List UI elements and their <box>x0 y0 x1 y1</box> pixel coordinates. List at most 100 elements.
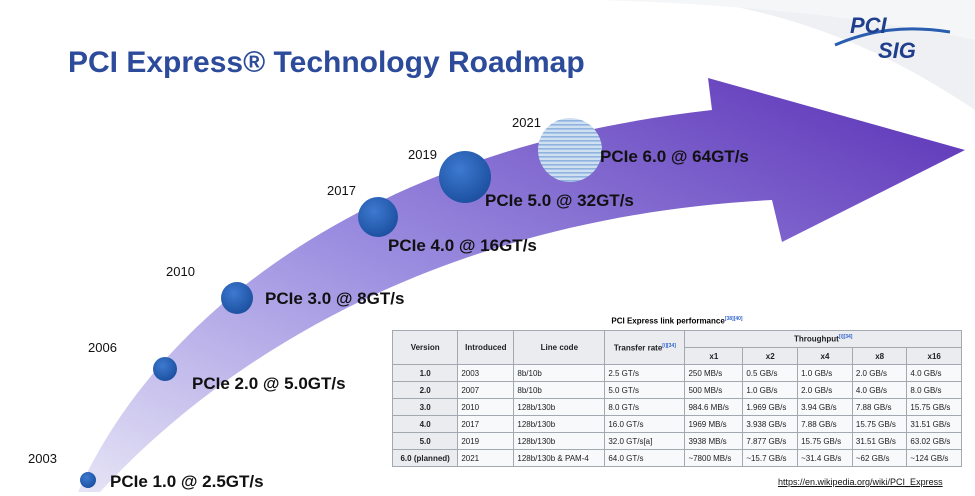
header-text: Line code <box>540 343 579 352</box>
milestone-year: 2003 <box>28 451 57 466</box>
version-cell: 6.0 (planned) <box>391 449 459 467</box>
milestone-dot <box>221 282 253 314</box>
table-cell: 64.0 GT/s <box>604 449 686 467</box>
lane-header: x8 <box>851 347 908 365</box>
milestone-year: 2006 <box>88 340 117 355</box>
table-cell: 31.51 GB/s <box>851 432 908 450</box>
table-row: 1.0 2003 8b/10b 2.5 GT/s 250 MB/s 0.5 GB/s 1.0… <box>391 364 962 382</box>
table-cell: 1969 MB/s <box>684 415 744 433</box>
logo: PCI SIG <box>834 13 951 63</box>
table-cell: 128b/130b <box>513 398 606 416</box>
table-cell: ~31.4 GB/s <box>797 449 853 467</box>
table-cell: 250 MB/s <box>684 364 744 382</box>
table-cell: 3.94 GB/s <box>797 398 853 416</box>
logo-swoosh <box>834 27 951 47</box>
milestone-year: 2019 <box>408 147 437 162</box>
milestone-dot <box>80 472 96 488</box>
milestone-dot <box>439 151 491 203</box>
milestone-label: PCIe 2.0 @ 5.0GT/s <box>192 374 346 393</box>
logo-text: PCI <box>850 13 888 38</box>
title: PCI Express® Technology Roadmap <box>68 46 585 79</box>
table-cell: 128b/130b <box>513 415 606 433</box>
table-row: 3.0 2010 128b/130b 8.0 GT/s 984.6 MB/s 1.969 … <box>391 398 962 416</box>
table-cell: 15.75 GB/s <box>851 415 908 433</box>
table-cell: 8b/10b <box>513 364 606 382</box>
milestone-label: PCIe 5.0 @ 32GT/s <box>485 191 634 210</box>
header-text: Introduced <box>465 343 507 352</box>
header-text: PCI Express link performance <box>611 316 725 326</box>
version-cell: 1.0 <box>391 364 459 382</box>
table-row: 2.0 2007 8b/10b 5.0 GT/s 500 MB/s 1.0 GB/s 2.0… <box>391 381 962 399</box>
table-cell: 31.51 GB/s <box>906 415 962 433</box>
table-cell: 500 MB/s <box>684 381 744 399</box>
table-cell: 8.0 GT/s <box>604 398 686 416</box>
background-shape <box>600 0 975 40</box>
table-caption: PCI Express link performance[38][40] <box>392 316 962 330</box>
table-cell: 3938 MB/s <box>684 432 744 450</box>
version-cell: 5.0 <box>391 432 459 450</box>
table-cell: 2.5 GT/s <box>604 364 686 382</box>
version-cell: 3.0 <box>391 398 459 416</box>
lane-header: x4 <box>797 347 853 365</box>
milestone-label: PCIe 4.0 @ 16GT/s <box>388 236 537 255</box>
table-cell: ~62 GB/s <box>851 449 908 467</box>
table-cell: 15.75 GB/s <box>906 398 962 416</box>
table-cell: 8b/10b <box>513 381 606 399</box>
table-cell: 2010 <box>457 398 515 416</box>
milestone-dot <box>153 357 177 381</box>
column-header: Transfer rate[i][34] <box>604 330 686 365</box>
header-row: x1 x2 x4 x8 x16 <box>393 347 962 365</box>
table-cell: 128b/130b <box>513 432 606 450</box>
table-cell: 2019 <box>457 432 515 450</box>
table-cell: 2007 <box>457 381 515 399</box>
table-row: 6.0 (planned) 2021 128b/130b & PAM-4 64.0 G… <box>391 449 962 467</box>
table-cell: 1.0 GB/s <box>797 364 853 382</box>
table-cell: 4.0 GB/s <box>851 381 908 399</box>
roadmap-arrow <box>78 78 965 492</box>
table-cell: 7.88 GB/s <box>851 398 908 416</box>
table-cell: 3.938 GB/s <box>742 415 799 433</box>
table-cell: 8.0 GB/s <box>906 381 962 399</box>
table-cell: 7.877 GB/s <box>742 432 799 450</box>
table-cell: 4.0 GB/s <box>906 364 962 382</box>
lane-header: x1 <box>684 347 744 365</box>
milestone-year: 2010 <box>166 264 195 279</box>
table-cell: ~7800 MB/s <box>684 449 744 467</box>
table-row: 4.0 2017 128b/130b 16.0 GT/s 1969 MB/s 3.938 … <box>391 415 962 433</box>
milestone-year: 2021 <box>512 115 541 130</box>
header-text: Transfer rate <box>613 343 663 353</box>
table-cell: 2.0 GB/s <box>797 381 853 399</box>
milestone-dot <box>358 197 398 237</box>
version-cell: 2.0 <box>391 381 459 399</box>
logo-text: SIG <box>878 38 916 63</box>
milestone-dot <box>538 118 602 182</box>
table-cell: 128b/130b & PAM-4 <box>513 449 606 467</box>
table-cell: 16.0 GT/s <box>604 415 686 433</box>
table-cell: 15.75 GB/s <box>797 432 853 450</box>
table-cell: 2003 <box>457 364 515 382</box>
milestone-label: PCIe 3.0 @ 8GT/s <box>265 289 404 308</box>
table-cell: 63.02 GB/s <box>906 432 962 450</box>
footnote-ref: [i][34] <box>662 342 676 349</box>
table-cell: ~15.7 GB/s <box>742 449 799 467</box>
table-cell: 2021 <box>457 449 515 467</box>
table-cell: ~124 GB/s <box>906 449 962 467</box>
header-text: Throughput <box>793 334 839 344</box>
column-header: Line code <box>513 330 606 365</box>
lane-header: x2 <box>742 347 799 365</box>
table-cell: 0.5 GB/s <box>742 364 799 382</box>
performance-table: PCI Express link performance[38][40] Vers… <box>391 316 962 467</box>
footnote-ref: [38][40] <box>724 316 743 322</box>
header-row: Version Introduced Line code Transfer rate[… <box>391 330 962 365</box>
source-link: https://en.wikipedia.org/wiki/PCI_Expres… <box>778 477 943 487</box>
milestone-label: PCIe 6.0 @ 64GT/s <box>600 147 749 166</box>
table-cell: 32.0 GT/s[a] <box>604 432 686 450</box>
milestone-label: PCIe 1.0 @ 2.5GT/s <box>110 472 264 491</box>
lane-header: x16 <box>906 347 962 365</box>
header-text: Version <box>410 343 440 352</box>
column-header: Throughput[i][34] <box>684 330 962 348</box>
footnote-ref: [i][34] <box>838 334 853 341</box>
milestone-year: 2017 <box>327 183 356 198</box>
